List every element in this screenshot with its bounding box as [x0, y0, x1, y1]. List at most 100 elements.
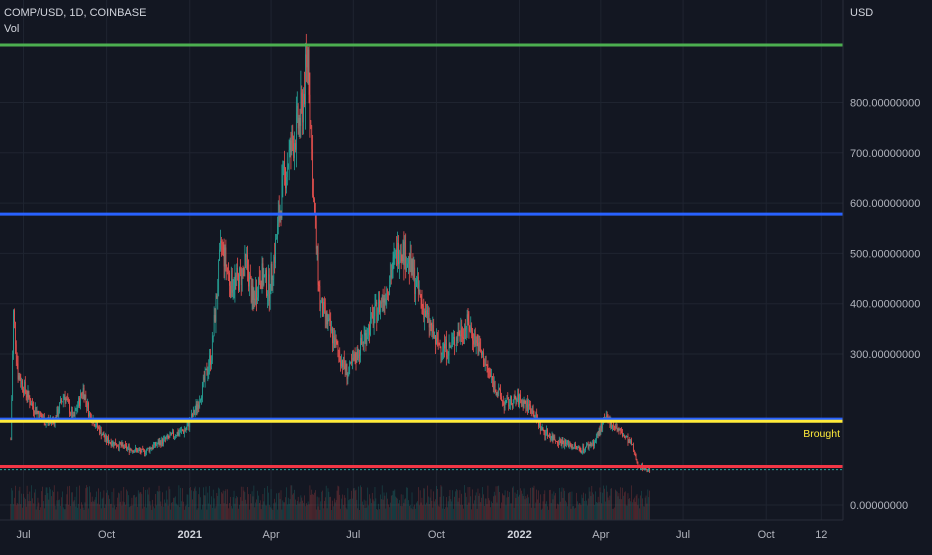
candle-body [354, 353, 356, 361]
symbol-line[interactable]: COMP/USD, 1D, COINBASE [4, 7, 147, 19]
volume-bar [380, 499, 382, 520]
volume-bar [404, 499, 406, 520]
volume-bar [211, 496, 212, 520]
candle-body [485, 363, 487, 365]
candle-body [428, 312, 430, 328]
candle-body [287, 167, 288, 178]
volume-bar [429, 497, 431, 520]
candle-body [390, 275, 391, 286]
candle-body [136, 448, 137, 450]
candle-body [351, 361, 352, 364]
candle-body [319, 285, 321, 309]
candle-body [338, 350, 340, 355]
volume-bar [590, 495, 592, 520]
volume-bar [544, 490, 546, 520]
volume-bar [177, 505, 179, 520]
volume-bar [475, 492, 477, 520]
volume-indicator-label[interactable]: Vol [4, 23, 20, 35]
volume-bar [609, 495, 611, 520]
candle-body [127, 447, 128, 449]
candle-body [543, 430, 545, 432]
volume-bar [298, 503, 300, 520]
volume-bar [136, 496, 137, 520]
currency-label[interactable]: USD [850, 7, 874, 19]
candle-body [562, 440, 564, 443]
volume-bar [310, 494, 312, 520]
volume-bar [213, 498, 215, 520]
volume-bar [168, 486, 170, 520]
volume-bar [550, 502, 552, 520]
volume-bar [321, 491, 322, 520]
volume-bar [49, 487, 51, 520]
candle-body [249, 274, 251, 279]
candle-body [157, 441, 159, 445]
candle-body [15, 322, 16, 345]
candle-body [380, 301, 381, 313]
volume-bar [324, 497, 326, 520]
price-axis[interactable]: 800.00000000 700.00000000 600.00000000 500.… [842, 0, 932, 550]
candle-body [549, 435, 551, 440]
volume-bar [524, 499, 526, 520]
time-axis[interactable]: Jul Oct 2021 Apr Jul Oct 2022 Apr Jul Oct 12 [0, 519, 843, 541]
candle-body [530, 405, 531, 413]
candle-body [302, 99, 304, 123]
candle-body [305, 54, 306, 105]
candle-body [161, 438, 163, 446]
candle-body [486, 364, 488, 366]
volume-bar [146, 489, 148, 520]
volume-bar [436, 486, 437, 520]
volume-bar [563, 488, 565, 520]
candle-body [133, 450, 135, 453]
candle-body [584, 449, 585, 451]
volume-bar [95, 497, 97, 520]
volume-bar [169, 489, 171, 520]
volume-bar [493, 496, 494, 520]
volume-bar [304, 495, 305, 520]
horizontal-lines[interactable]: 914.30926098578.00967447170.77842986166.… [0, 37, 912, 493]
volume-bar [17, 504, 19, 520]
candle-body [331, 328, 332, 331]
candle-body [575, 444, 576, 447]
volume-bar [418, 505, 420, 520]
candle-body [248, 270, 249, 287]
candle-body [530, 412, 532, 414]
volume-bar [233, 490, 235, 520]
candle-body [619, 429, 621, 431]
candle-body [380, 301, 382, 304]
volume-bar [90, 492, 91, 520]
candle-body [327, 320, 329, 325]
candle-body [487, 364, 489, 371]
y-tick-label: 700.00000000 [850, 148, 920, 160]
volume-bar [483, 506, 485, 520]
volume-bar [18, 490, 20, 520]
volume-bar [303, 502, 304, 520]
candle-body [184, 430, 186, 431]
volume-bar [52, 491, 54, 520]
candle-body [166, 435, 168, 438]
candle-body [198, 404, 200, 408]
volume-bar [541, 508, 543, 520]
candle-body [358, 354, 360, 359]
candle-body [208, 366, 210, 373]
volume-bar [535, 502, 537, 520]
volume-bar [315, 490, 316, 520]
candle-body [601, 423, 603, 429]
volume-bar [558, 504, 559, 520]
candle-body [341, 360, 342, 367]
candle-body [425, 310, 426, 317]
candle-body [533, 415, 535, 418]
candle-body [379, 299, 380, 313]
candle-body [193, 409, 194, 417]
volume-bar [111, 491, 113, 520]
candle-body [90, 413, 91, 415]
volume-bar [578, 503, 580, 520]
candle-body [352, 357, 353, 364]
volume-bar [133, 495, 135, 520]
candle-body [385, 297, 387, 304]
candle-body [296, 112, 297, 150]
volume-bar [554, 495, 556, 520]
candle-body [182, 429, 183, 431]
candle-body [435, 335, 436, 345]
